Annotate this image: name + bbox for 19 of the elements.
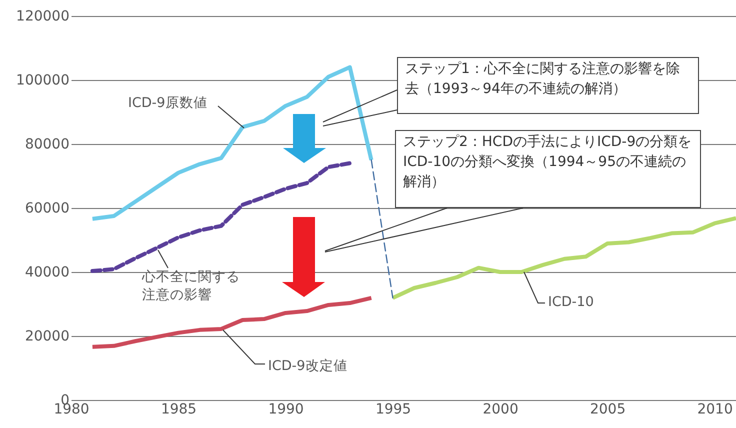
text: ICD-9原数値 (128, 94, 208, 112)
annotation: ステップ2：HCDの手法によりICD-9の分類をICD-10の分類へ変換（1994～95の不連続の解消） (395, 130, 701, 208)
y-tick-label: 100000 (16, 72, 70, 88)
y-tick-label: 120000 (16, 8, 70, 24)
x-tick-label: 2005 (590, 402, 626, 418)
x-tick-label: 2000 (482, 402, 518, 418)
x-tick-label: 1995 (375, 402, 412, 418)
y-tick-label: 20000 (24, 328, 70, 344)
y-tick-label: 40000 (24, 264, 70, 280)
series-label: 心不全に関する注意の影響 (142, 268, 240, 304)
line-series (90, 65, 374, 221)
y-tick-label: 80000 (24, 136, 70, 152)
y-tick-label: 60000 (24, 200, 70, 216)
annotation: ステップ1：心不全に関する注意の影響を除去（1993～94年の不連続の解消） (397, 57, 699, 114)
x-tick-label: 2010 (697, 402, 733, 418)
text: ICD-9改定値 (268, 357, 348, 375)
x-tick-label: 1985 (160, 402, 197, 418)
text: ICD-10 (548, 293, 594, 311)
x-tick-label: 1990 (268, 402, 304, 418)
